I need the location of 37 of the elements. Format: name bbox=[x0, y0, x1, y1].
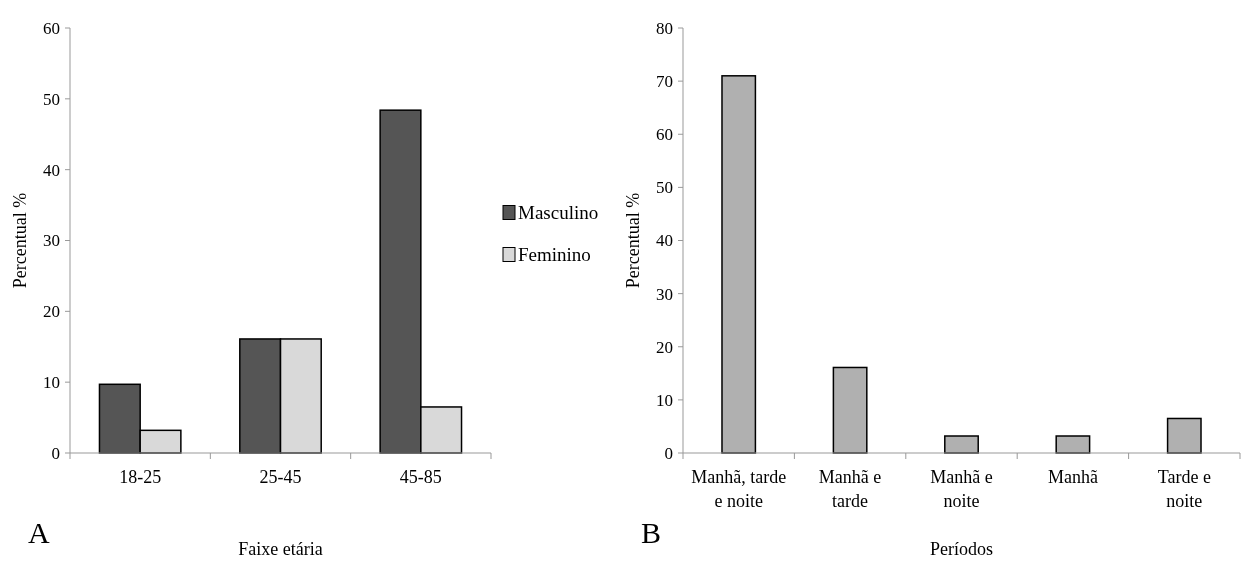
y-tick-label: 40 bbox=[43, 160, 60, 180]
y-tick-label: 70 bbox=[656, 72, 673, 92]
y-tick-label: 10 bbox=[656, 390, 673, 410]
x-tick-label: 45-85 bbox=[399, 467, 442, 487]
x-tick-label: Tarde e noite bbox=[1157, 467, 1211, 511]
legend-label: Masculino bbox=[518, 202, 599, 224]
bar bbox=[944, 435, 979, 454]
x-tick-label: Manhã e noite bbox=[930, 467, 993, 511]
x-tick-label: 18-25 bbox=[119, 467, 162, 487]
y-tick-label: 20 bbox=[43, 302, 60, 322]
x-tick-label: 25-45 bbox=[259, 467, 302, 487]
x-tick-label: Manhã e tarde bbox=[818, 467, 882, 511]
x-tick-label: Manhã bbox=[1047, 467, 1098, 487]
y-tick-label: 60 bbox=[656, 125, 673, 145]
y-tick-label: 20 bbox=[656, 337, 673, 357]
y-tick-label: 10 bbox=[43, 373, 60, 393]
y-tick-label: 0 bbox=[51, 443, 60, 463]
legend-label: Feminino bbox=[518, 244, 591, 266]
bar bbox=[721, 75, 757, 454]
y-tick-label: 50 bbox=[43, 89, 60, 109]
y-tick-label: 30 bbox=[656, 284, 673, 304]
y-tick-label: 60 bbox=[43, 18, 60, 38]
bar bbox=[1055, 435, 1091, 454]
text: A bbox=[28, 516, 50, 549]
x-axis-title: Faixe etária bbox=[238, 539, 323, 559]
y-tick-label: 0 bbox=[664, 443, 673, 463]
y-tick-label: 40 bbox=[656, 231, 673, 251]
bar bbox=[832, 366, 868, 454]
x-tick-label: Manhã, tarde e noite bbox=[691, 467, 787, 511]
y-axis-title: Percentual % bbox=[10, 192, 30, 289]
y-tick-label: 50 bbox=[656, 178, 673, 198]
text: B bbox=[641, 516, 662, 549]
y-tick-label: 80 bbox=[656, 18, 673, 38]
bar bbox=[1166, 417, 1202, 454]
y-axis-title: Percentual % bbox=[623, 192, 643, 289]
y-tick-label: 30 bbox=[43, 231, 60, 251]
x-axis-title: Períodos bbox=[930, 539, 993, 559]
